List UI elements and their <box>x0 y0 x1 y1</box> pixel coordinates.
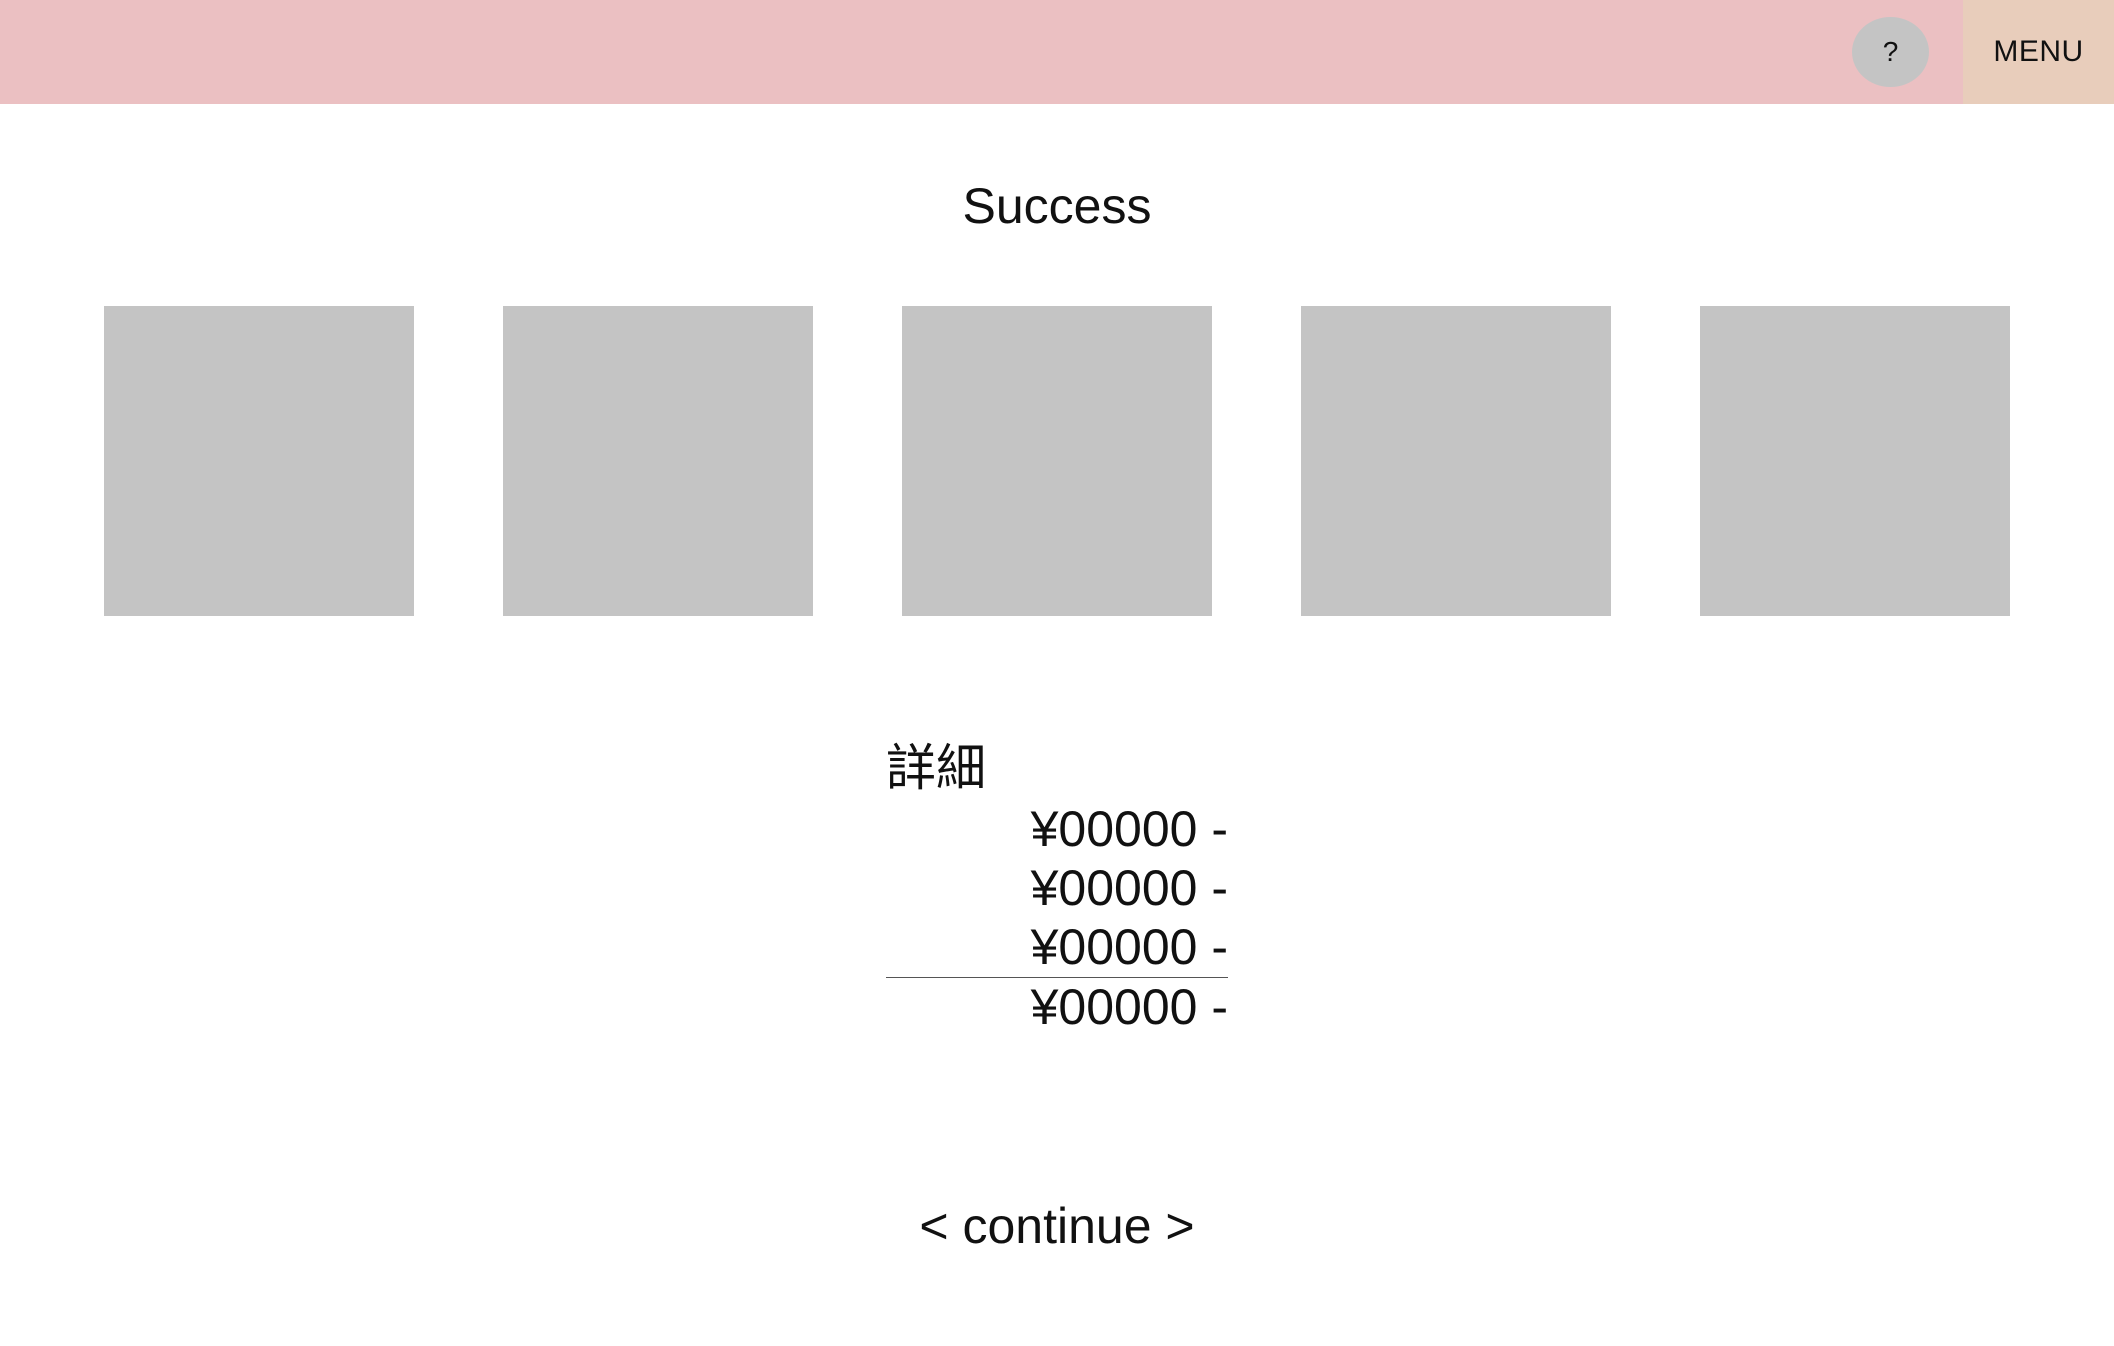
total-divider <box>886 977 1228 978</box>
details-section: 詳細 ¥00000 - ¥00000 - ¥00000 - ¥00000 - <box>886 736 1228 1037</box>
price-line-item-3: ¥00000 - <box>1030 919 1228 975</box>
price-line-item-1: ¥00000 - <box>1030 801 1228 857</box>
image-placeholder-2 <box>503 306 813 616</box>
page-title: Success <box>962 178 1152 234</box>
menu-button-label: MENU <box>1993 35 2084 68</box>
image-placeholder-5 <box>1700 306 2010 616</box>
menu-button[interactable]: MENU <box>1963 0 2114 104</box>
help-button[interactable]: ? <box>1852 17 1929 87</box>
details-heading: 詳細 <box>886 740 986 796</box>
price-total: ¥00000 - <box>1030 979 1228 1035</box>
price-line-item-2: ¥00000 - <box>1030 860 1228 916</box>
image-placeholder-4 <box>1301 306 1611 616</box>
continue-button[interactable]: < continue > <box>0 1190 2114 1262</box>
help-button-label: ? <box>1882 36 1899 67</box>
image-placeholder-1 <box>104 306 414 616</box>
top-header-bar: ? MENU <box>0 0 2114 104</box>
continue-button-label: < continue > <box>919 1198 1195 1254</box>
image-placeholder-3 <box>902 306 1212 616</box>
